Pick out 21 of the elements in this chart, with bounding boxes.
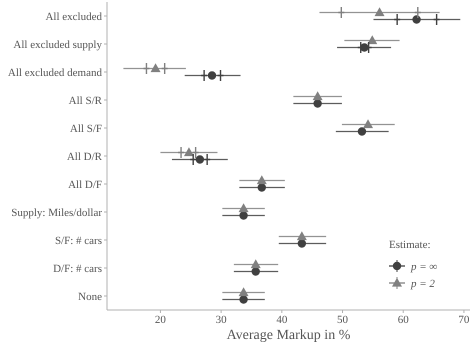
legend-label: p = 2 [410, 278, 436, 290]
y-tick-label: All excluded demand [8, 66, 102, 79]
y-tick-label: All D/R [66, 150, 103, 163]
y-tick-label: All D/F [68, 178, 102, 191]
x-tick-label: 20 [154, 314, 166, 326]
y-tick-label: None [78, 290, 102, 303]
x-tick-label: 70 [458, 314, 470, 326]
y-tick-label: All S/F [70, 122, 102, 135]
x-tick-label: 60 [398, 314, 410, 326]
y-tick-label: All S/R [68, 94, 103, 107]
y-tick-label: D/F: # cars [53, 262, 102, 275]
y-tick-label: S/F: # cars [54, 234, 102, 247]
x-axis-title: Average Markup in % [226, 328, 351, 342]
y-tick-label: Supply: Miles/dollar [11, 206, 102, 219]
x-tick-label: 30 [216, 314, 228, 326]
y-tick-label: All excluded supply [13, 38, 102, 51]
x-tick-label: 40 [276, 314, 288, 326]
legend-label: p = ∞ [410, 260, 438, 273]
x-tick-label: 50 [337, 314, 349, 326]
y-tick-label: All excluded [45, 10, 102, 23]
legend-title: Estimate: [389, 239, 431, 251]
